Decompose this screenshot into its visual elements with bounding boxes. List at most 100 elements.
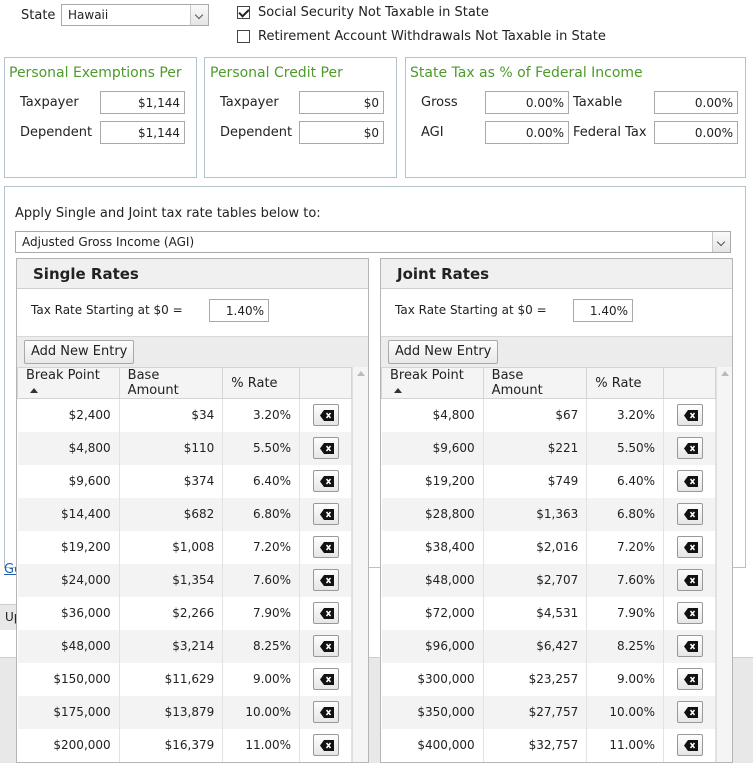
joint-start-input[interactable]: 1.40%: [573, 299, 633, 322]
break-point-cell[interactable]: $150,000: [17, 662, 120, 696]
rate-cell[interactable]: 7.20%: [222, 530, 301, 564]
column-header-base-amount[interactable]: Base Amount: [118, 367, 224, 399]
table-row[interactable]: $48,000 $3,214 8.25%: [17, 629, 352, 663]
break-point-cell[interactable]: $4,800: [381, 398, 484, 432]
base-amount-cell[interactable]: $67: [483, 398, 588, 432]
base-amount-cell[interactable]: $682: [119, 497, 224, 531]
table-row[interactable]: $200,000 $16,379 11.00%: [17, 728, 352, 762]
column-header-break-point[interactable]: Break Point: [17, 367, 120, 399]
break-point-cell[interactable]: $14,400: [17, 497, 120, 531]
delete-row-button[interactable]: [676, 437, 703, 459]
break-point-cell[interactable]: $24,000: [17, 563, 120, 597]
joint-add-entry-button[interactable]: Add New Entry: [388, 340, 499, 364]
delete-row-button[interactable]: [312, 635, 339, 657]
delete-row-button[interactable]: [676, 635, 703, 657]
table-row[interactable]: $4,800 $110 5.50%: [17, 431, 352, 465]
rate-cell[interactable]: 6.80%: [222, 497, 301, 531]
rate-cell[interactable]: 11.00%: [586, 728, 665, 762]
rate-cell[interactable]: 3.20%: [586, 398, 665, 432]
break-point-cell[interactable]: $72,000: [381, 596, 484, 630]
rate-cell[interactable]: 7.90%: [586, 596, 665, 630]
table-row[interactable]: $48,000 $2,707 7.60%: [381, 563, 716, 597]
agi-input[interactable]: 0.00%: [485, 121, 569, 144]
delete-row-button[interactable]: [676, 404, 703, 427]
table-row[interactable]: $72,000 $4,531 7.90%: [381, 596, 716, 630]
break-point-cell[interactable]: $96,000: [381, 629, 484, 663]
delete-row-button[interactable]: [676, 569, 703, 591]
break-point-cell[interactable]: $36,000: [17, 596, 120, 630]
delete-row-button[interactable]: [312, 602, 339, 624]
delete-row-button[interactable]: [676, 536, 703, 558]
table-row[interactable]: $9,600 $374 6.40%: [17, 464, 352, 498]
rate-cell[interactable]: 7.20%: [586, 530, 665, 564]
base-amount-cell[interactable]: $23,257: [483, 662, 588, 696]
delete-row-button[interactable]: [676, 503, 703, 525]
base-amount-cell[interactable]: $34: [119, 398, 224, 432]
social-security-checkbox[interactable]: [237, 6, 250, 19]
rate-cell[interactable]: 8.25%: [222, 629, 301, 663]
break-point-cell[interactable]: $19,200: [17, 530, 120, 564]
apply-select[interactable]: Adjusted Gross Income (AGI): [15, 231, 731, 253]
table-row[interactable]: $400,000 $32,757 11.00%: [381, 728, 716, 762]
rate-cell[interactable]: 9.00%: [586, 662, 665, 696]
rate-cell[interactable]: 10.00%: [586, 695, 665, 729]
rate-cell[interactable]: 6.40%: [222, 464, 301, 498]
column-header-break-point[interactable]: Break Point: [381, 367, 484, 399]
table-row[interactable]: $96,000 $6,427 8.25%: [381, 629, 716, 663]
rate-cell[interactable]: 5.50%: [586, 431, 665, 465]
base-amount-cell[interactable]: $221: [483, 431, 588, 465]
table-row[interactable]: $38,400 $2,016 7.20%: [381, 530, 716, 564]
delete-row-button[interactable]: [312, 668, 339, 690]
break-point-cell[interactable]: $350,000: [381, 695, 484, 729]
rate-cell[interactable]: 6.40%: [586, 464, 665, 498]
delete-row-button[interactable]: [676, 470, 703, 492]
rate-cell[interactable]: 7.60%: [222, 563, 301, 597]
break-point-cell[interactable]: $4,800: [17, 431, 120, 465]
taxable-input[interactable]: 0.00%: [654, 91, 738, 114]
base-amount-cell[interactable]: $13,879: [119, 695, 224, 729]
table-row[interactable]: $9,600 $221 5.50%: [381, 431, 716, 465]
base-amount-cell[interactable]: $1,354: [119, 563, 224, 597]
break-point-cell[interactable]: $28,800: [381, 497, 484, 531]
single-scrollbar[interactable]: [352, 367, 368, 762]
table-row[interactable]: $2,400 $34 3.20%: [17, 398, 352, 432]
table-row[interactable]: $24,000 $1,354 7.60%: [17, 563, 352, 597]
base-amount-cell[interactable]: $1,008: [119, 530, 224, 564]
break-point-cell[interactable]: $48,000: [381, 563, 484, 597]
table-row[interactable]: $150,000 $11,629 9.00%: [17, 662, 352, 696]
rate-cell[interactable]: 11.00%: [222, 728, 301, 762]
rate-cell[interactable]: 9.00%: [222, 662, 301, 696]
break-point-cell[interactable]: $9,600: [381, 431, 484, 465]
base-amount-cell[interactable]: $27,757: [483, 695, 588, 729]
rate-cell[interactable]: 7.60%: [586, 563, 665, 597]
column-header-rate[interactable]: % Rate: [586, 367, 665, 399]
exemptions-dependent-input[interactable]: $1,144: [100, 121, 185, 144]
state-select[interactable]: Hawaii: [61, 4, 209, 26]
break-point-cell[interactable]: $19,200: [381, 464, 484, 498]
break-point-cell[interactable]: $48,000: [17, 629, 120, 663]
delete-row-button[interactable]: [676, 734, 703, 756]
break-point-cell[interactable]: $38,400: [381, 530, 484, 564]
base-amount-cell[interactable]: $4,531: [483, 596, 588, 630]
credit-taxpayer-input[interactable]: $0: [299, 91, 384, 114]
joint-scrollbar[interactable]: [716, 367, 732, 762]
rate-cell[interactable]: 5.50%: [222, 431, 301, 465]
table-row[interactable]: $4,800 $67 3.20%: [381, 398, 716, 432]
delete-row-button[interactable]: [676, 701, 703, 723]
table-row[interactable]: $14,400 $682 6.80%: [17, 497, 352, 531]
base-amount-cell[interactable]: $2,707: [483, 563, 588, 597]
delete-row-button[interactable]: [312, 701, 339, 723]
table-row[interactable]: $36,000 $2,266 7.90%: [17, 596, 352, 630]
base-amount-cell[interactable]: $374: [119, 464, 224, 498]
delete-row-button[interactable]: [676, 668, 703, 690]
base-amount-cell[interactable]: $749: [483, 464, 588, 498]
break-point-cell[interactable]: $9,600: [17, 464, 120, 498]
rate-cell[interactable]: 7.90%: [222, 596, 301, 630]
column-header-rate[interactable]: % Rate: [222, 367, 301, 399]
credit-dependent-input[interactable]: $0: [299, 121, 384, 144]
table-row[interactable]: $19,200 $749 6.40%: [381, 464, 716, 498]
base-amount-cell[interactable]: $6,427: [483, 629, 588, 663]
delete-row-button[interactable]: [312, 437, 339, 459]
base-amount-cell[interactable]: $3,214: [119, 629, 224, 663]
federal-tax-input[interactable]: 0.00%: [654, 121, 738, 144]
